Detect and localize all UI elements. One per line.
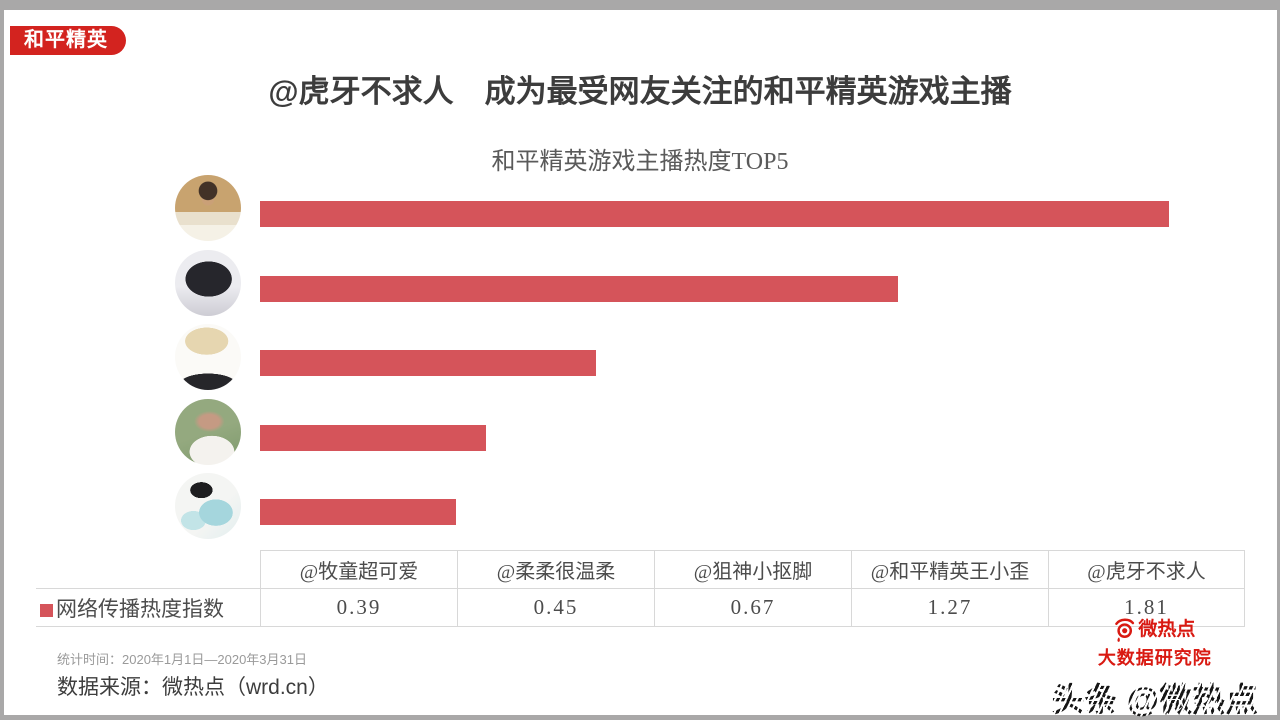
chart-title: 和平精英游戏主播热度TOP5	[491, 149, 789, 175]
weibo-eye-icon	[1115, 618, 1135, 642]
page-title: @虎牙不求人 成为最受网友关注的和平精英游戏主播	[268, 74, 1012, 109]
data-source-text: 数据来源：微热点（wrd.cn）	[57, 676, 329, 699]
bar-wangxiaowai	[260, 276, 898, 302]
logo-line-1: 微热点	[1114, 617, 1195, 643]
logo-subtitle: 大数据研究院	[1097, 648, 1212, 668]
bar-rourou	[260, 425, 486, 451]
bar-jushen-xiaokoujiao	[260, 350, 596, 376]
avatar-jushen-xiaokoujiao	[175, 324, 241, 390]
frame-top-border	[0, 0, 1280, 10]
table-column-header: @虎牙不求人	[1048, 550, 1245, 589]
data-table: @牧童超可爱 @柔柔很温柔 @狙神小抠脚 @和平精英王小歪 @虎牙不求人网络传播热度指数…	[36, 550, 1245, 627]
frame-right-border	[1277, 0, 1280, 720]
table-row-label: 网络传播热度指数	[36, 588, 261, 627]
frame-left-border	[0, 0, 4, 720]
category-badge: 和平精英	[10, 26, 126, 55]
bar-huya-buqiuren	[260, 201, 1169, 227]
avatar-rourou	[175, 399, 241, 465]
table-value-cell: 1.81	[1048, 588, 1245, 627]
logo-name: 微热点	[1138, 619, 1196, 640]
series-label: 网络传播热度指数	[56, 596, 224, 621]
avatar-mutong	[175, 473, 241, 539]
table-column-header: @柔柔很温柔	[457, 550, 655, 589]
table-value-cell: 0.45	[457, 588, 655, 627]
table-column-header: @和平精英王小歪	[851, 550, 1049, 589]
stats-period-text: 统计时间：2020年1月1日—2020年3月31日	[57, 652, 307, 667]
legend-marker-icon	[40, 603, 53, 617]
table-value-cell: 0.67	[654, 588, 852, 627]
table-column-header: @牧童超可爱	[260, 550, 458, 589]
avatar-huya-buqiuren	[175, 175, 241, 241]
toutiao-watermark: 头条 @微热点	[1052, 673, 1258, 720]
frame-bottom-border	[0, 715, 1280, 720]
bar-mutong	[260, 499, 456, 525]
table-corner-cell	[36, 550, 261, 589]
table-value-cell: 1.27	[851, 588, 1049, 627]
avatar-wangxiaowai	[175, 250, 241, 316]
publisher-logo-block: 微热点 大数据研究院 头条 @微热点	[1052, 617, 1258, 720]
table-value-cell: 0.39	[260, 588, 458, 627]
table-column-header: @狙神小抠脚	[654, 550, 852, 589]
